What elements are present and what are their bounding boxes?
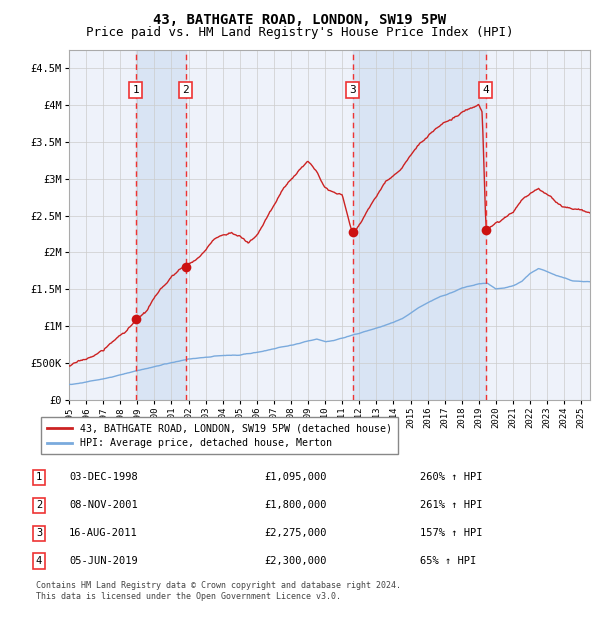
Text: 16-AUG-2011: 16-AUG-2011: [69, 528, 138, 538]
Text: 2: 2: [182, 85, 190, 95]
Text: 08-NOV-2001: 08-NOV-2001: [69, 500, 138, 510]
Text: £2,275,000: £2,275,000: [264, 528, 326, 538]
Text: 2: 2: [36, 500, 42, 510]
Text: 03-DEC-1998: 03-DEC-1998: [69, 472, 138, 482]
Text: £2,300,000: £2,300,000: [264, 556, 326, 566]
Text: Price paid vs. HM Land Registry's House Price Index (HPI): Price paid vs. HM Land Registry's House …: [86, 26, 514, 39]
Text: £1,095,000: £1,095,000: [264, 472, 326, 482]
Text: 1: 1: [36, 472, 42, 482]
Text: 157% ↑ HPI: 157% ↑ HPI: [420, 528, 482, 538]
Text: 05-JUN-2019: 05-JUN-2019: [69, 556, 138, 566]
Text: This data is licensed under the Open Government Licence v3.0.: This data is licensed under the Open Gov…: [36, 592, 341, 601]
Text: 3: 3: [349, 85, 356, 95]
Text: 3: 3: [36, 528, 42, 538]
Text: Contains HM Land Registry data © Crown copyright and database right 2024.: Contains HM Land Registry data © Crown c…: [36, 581, 401, 590]
Text: £1,800,000: £1,800,000: [264, 500, 326, 510]
Text: 4: 4: [482, 85, 490, 95]
Bar: [136, 50, 186, 400]
Text: 43, BATHGATE ROAD, LONDON, SW19 5PW: 43, BATHGATE ROAD, LONDON, SW19 5PW: [154, 13, 446, 27]
Text: 261% ↑ HPI: 261% ↑ HPI: [420, 500, 482, 510]
Legend: 43, BATHGATE ROAD, LONDON, SW19 5PW (detached house), HPI: Average price, detach: 43, BATHGATE ROAD, LONDON, SW19 5PW (det…: [41, 417, 398, 454]
Text: 65% ↑ HPI: 65% ↑ HPI: [420, 556, 476, 566]
Bar: [353, 50, 486, 400]
Text: 1: 1: [133, 85, 139, 95]
Text: 4: 4: [36, 556, 42, 566]
Text: 260% ↑ HPI: 260% ↑ HPI: [420, 472, 482, 482]
